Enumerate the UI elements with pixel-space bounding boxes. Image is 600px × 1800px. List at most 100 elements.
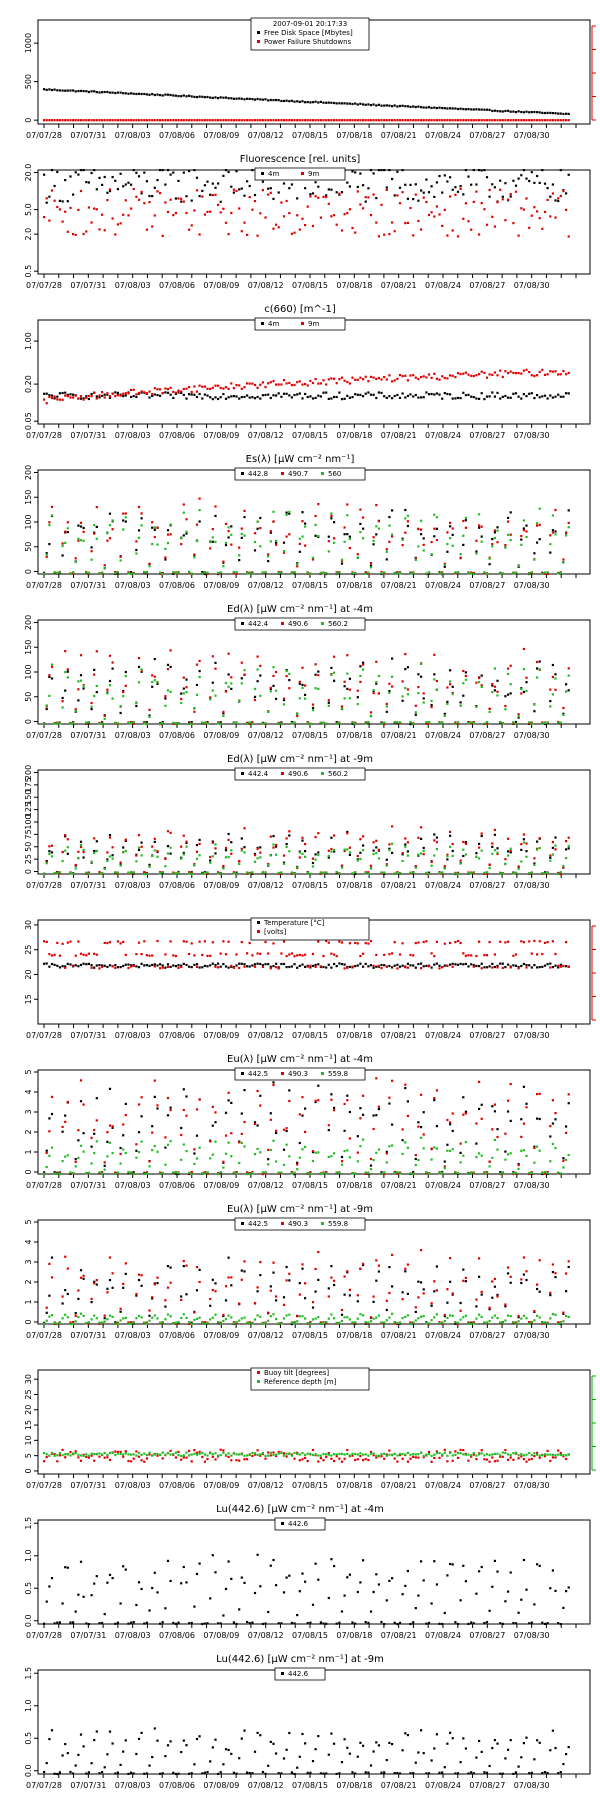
point-red	[293, 231, 296, 234]
point-black	[185, 532, 188, 535]
point-black	[137, 175, 141, 178]
point-red	[240, 1278, 243, 1281]
point-green	[137, 1151, 141, 1154]
point-red	[346, 380, 349, 384]
point-red	[562, 706, 565, 710]
point-green	[240, 682, 243, 685]
point-green	[446, 542, 449, 546]
point-black	[116, 91, 119, 94]
point-red	[517, 713, 520, 716]
point-red	[554, 119, 557, 122]
point-red	[48, 1262, 51, 1265]
point-green	[396, 1171, 399, 1174]
point-black	[285, 1265, 288, 1269]
y-tick-label: 15	[24, 994, 33, 1004]
point-red	[478, 524, 481, 527]
point-red	[135, 119, 138, 122]
point-red	[159, 572, 162, 575]
y-tick-label: 1	[24, 1149, 33, 1154]
point-green	[145, 723, 148, 726]
point-red	[396, 1172, 399, 1175]
point-red	[391, 1079, 394, 1082]
point-green	[58, 1173, 61, 1176]
point-green	[406, 693, 409, 696]
point-green	[567, 674, 570, 677]
point-black	[103, 1164, 106, 1167]
point-black	[340, 102, 344, 105]
point-black	[148, 863, 151, 866]
point-red	[161, 234, 164, 237]
point-black	[520, 110, 523, 114]
point-red	[417, 1125, 420, 1128]
point-black	[58, 199, 61, 202]
legend-label: 442.4	[248, 620, 269, 628]
point-black	[549, 700, 552, 703]
point-black	[348, 396, 351, 399]
point-green	[161, 572, 164, 576]
point-black	[230, 395, 233, 398]
point-black	[222, 963, 225, 966]
point-green	[422, 849, 425, 853]
point-black	[230, 687, 233, 690]
point-black	[504, 695, 507, 698]
point-red	[430, 541, 433, 544]
point-black	[367, 103, 370, 106]
point-red	[430, 1147, 433, 1150]
point-green	[275, 539, 278, 543]
point-red	[172, 119, 175, 122]
point-red	[406, 520, 409, 523]
point-black	[446, 858, 449, 861]
point-black	[124, 92, 127, 95]
point-red	[325, 195, 328, 199]
point-red	[507, 119, 510, 122]
y-tick-label: 2	[24, 1279, 33, 1284]
point-black	[346, 394, 349, 397]
point-green	[230, 849, 233, 852]
point-red	[356, 190, 359, 193]
point-black	[369, 169, 373, 172]
point-red	[90, 1136, 93, 1139]
point-red	[367, 871, 370, 874]
point-red	[45, 1306, 48, 1309]
point-black	[443, 392, 446, 395]
point-black	[137, 665, 141, 668]
point-red	[507, 372, 510, 375]
data-points	[43, 88, 570, 122]
point-red	[346, 966, 349, 969]
point-red	[301, 119, 304, 122]
point-red	[525, 530, 528, 533]
point-black	[106, 1140, 109, 1143]
point-red	[567, 119, 570, 122]
point-red	[182, 1260, 185, 1263]
point-red	[224, 522, 228, 525]
point-green	[317, 535, 320, 538]
point-red	[209, 387, 212, 390]
point-red	[116, 119, 119, 122]
point-black	[253, 1121, 257, 1124]
point-red	[430, 376, 433, 379]
point-red	[177, 197, 180, 200]
point-red	[409, 206, 412, 210]
point-red	[261, 381, 264, 384]
point-green	[124, 516, 127, 519]
point-green	[536, 676, 539, 679]
point-green	[348, 537, 351, 540]
point-green	[362, 1138, 365, 1141]
point-green	[375, 851, 378, 855]
point-red	[243, 119, 246, 122]
point-black	[317, 394, 320, 397]
x-tick-label: 07/07/31	[70, 731, 106, 740]
point-black	[420, 189, 423, 192]
point-red	[256, 952, 259, 955]
point-red	[298, 1113, 301, 1116]
point-black	[48, 1117, 51, 1120]
point-red	[559, 119, 562, 122]
point-red	[243, 221, 246, 224]
point-red	[464, 1112, 467, 1115]
point-green	[259, 1151, 262, 1154]
point-black	[464, 962, 467, 965]
point-black	[338, 391, 341, 394]
point-black	[190, 1321, 193, 1324]
point-green	[111, 1152, 114, 1155]
point-green	[417, 853, 420, 856]
